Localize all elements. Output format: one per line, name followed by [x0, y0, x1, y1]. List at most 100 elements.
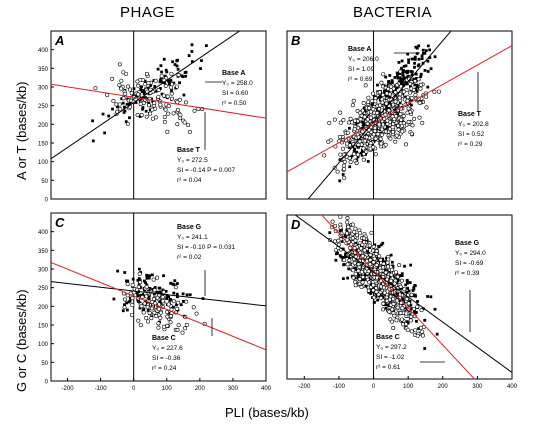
data-point: [360, 108, 365, 113]
regression-line: [287, 45, 512, 173]
annotation-text: Base T: [458, 111, 482, 118]
x-tick-label: -100: [333, 384, 346, 390]
data-point: [119, 78, 124, 83]
data-point: [184, 299, 189, 304]
data-point: [395, 86, 399, 90]
data-point: [393, 99, 398, 104]
data-point: [392, 313, 397, 318]
panel-d: -200 -100 0 100 200 300 400 D Base G Y₀ = 294.0 SI…: [286, 214, 518, 390]
data-point: [393, 76, 397, 79]
data-point: [204, 44, 208, 48]
data-point: [181, 75, 185, 79]
data-point: [362, 278, 365, 281]
data-point: [353, 226, 358, 231]
data-point: [132, 87, 136, 91]
data-point: [398, 69, 403, 74]
data-point: [426, 85, 430, 89]
data-point: [404, 64, 408, 68]
data-point: [352, 151, 357, 156]
annotation-text: r² = 0.04: [177, 177, 202, 184]
annotation-text: Base A: [348, 46, 371, 53]
data-point: [400, 59, 404, 63]
data-point: [144, 71, 149, 76]
data-point: [139, 304, 144, 309]
data-point: [401, 298, 404, 302]
annotation-text: r² = 0.29: [458, 141, 483, 148]
data-point: [415, 311, 418, 314]
data-point: [135, 95, 139, 98]
data-point: [354, 151, 358, 154]
data-point: [374, 295, 378, 299]
data-point: [379, 141, 384, 146]
data-point: [426, 59, 430, 63]
data-point: [184, 70, 188, 74]
data-point: [405, 110, 410, 115]
data-point: [402, 64, 406, 68]
data-point: [353, 254, 358, 259]
data-point: [396, 76, 400, 80]
data-point: [140, 294, 145, 299]
panel-a: 0 50 100 150 200 250 300 350 400 A Base A Y₀ = 258.…: [38, 30, 267, 204]
data-point: [145, 273, 149, 277]
data-point: [199, 67, 202, 70]
y-tick-label: 350: [38, 67, 49, 73]
data-point: [148, 111, 153, 116]
data-point: [156, 94, 161, 99]
data-point: [402, 77, 406, 81]
data-point: [413, 65, 416, 69]
data-point: [413, 93, 418, 98]
data-point: [129, 312, 134, 317]
data-point: [159, 74, 164, 79]
data-point: [175, 282, 179, 285]
data-point: [163, 81, 167, 85]
data-point: [175, 327, 180, 332]
data-point: [191, 305, 196, 310]
panel-c: 0 50 100 150 200 250 300 350 400 -200 -100 0 100 200 3…: [38, 212, 272, 392]
data-point: [366, 288, 371, 293]
data-point: [417, 44, 421, 48]
data-point: [146, 309, 150, 312]
data-point: [334, 258, 338, 262]
data-point: [400, 306, 405, 311]
data-point: [173, 279, 177, 283]
data-point: [345, 130, 350, 135]
data-point: [404, 296, 409, 301]
data-point: [388, 275, 392, 279]
data-point: [141, 107, 144, 111]
data-point: [408, 81, 413, 86]
panel-b: B Base A Y₀ = 206.0 SI = 1.09 r² = 0.69 Base …: [286, 30, 513, 200]
data-point: [156, 87, 161, 92]
data-point: [387, 80, 390, 84]
y-tick-label: 300: [38, 268, 49, 274]
data-point: [183, 326, 188, 331]
data-point: [137, 271, 142, 276]
data-point: [415, 89, 419, 93]
data-point: [378, 284, 383, 289]
data-point: [369, 292, 373, 295]
data-point: [138, 99, 142, 103]
data-point: [162, 119, 167, 124]
data-point: [141, 106, 145, 109]
data-point: [397, 95, 402, 100]
data-point: [128, 102, 131, 106]
data-point: [378, 296, 383, 301]
data-point: [347, 267, 351, 271]
data-point: [185, 293, 189, 297]
regression-line: [51, 261, 266, 351]
data-point: [400, 83, 404, 86]
data-point: [342, 258, 347, 263]
data-point: [400, 272, 404, 276]
data-point: [116, 105, 119, 109]
data-point: [128, 116, 131, 120]
data-point: [413, 55, 417, 59]
data-point: [371, 91, 376, 96]
data-point: [173, 63, 177, 66]
data-point: [368, 262, 373, 267]
data-point: [138, 101, 143, 106]
data-point: [200, 59, 203, 62]
data-point: [144, 315, 149, 320]
x-tick-label: 200: [438, 384, 449, 390]
data-point: [410, 70, 414, 74]
data-point: [369, 283, 373, 287]
data-point: [353, 280, 358, 285]
